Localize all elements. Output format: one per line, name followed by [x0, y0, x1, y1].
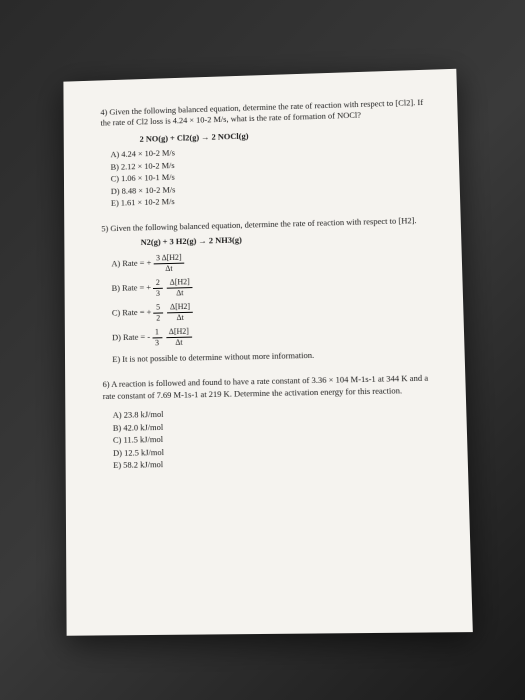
q4-choices: A) 4.24 × 10-2 M/s B) 2.12 × 10-2 M/s C)… [110, 141, 425, 210]
q5-b-label: B) Rate = + [111, 283, 151, 295]
question-4: 4) Given the following balanced equation… [100, 97, 426, 210]
q5-choice-c: C) Rate = + 5 2 Δ[H2] Δt [111, 297, 428, 323]
q5-b-cden: 3 [153, 288, 163, 297]
q5-c-cden: 2 [153, 313, 163, 322]
q5-choice-a: A) Rate = + 3 Δ[H2] Δt [111, 247, 427, 274]
q5-b-den: Δt [166, 288, 192, 297]
q5-choice-d: D) Rate = - 1 3 Δ[H2] Δt [111, 322, 429, 348]
q5-equation: N2(g) + 3 H2(g) → 2 NH3(g) [140, 230, 426, 249]
q6-prompt: 6) A reaction is followed and found to h… [102, 373, 431, 402]
q5-c-num: Δ[H2] [167, 303, 193, 313]
q5-c-label: C) Rate = + [111, 307, 151, 319]
question-5: 5) Given the following balanced equation… [101, 215, 430, 366]
q5-b-fraction: Δ[H2] Δt [166, 278, 192, 297]
q5-b-num: Δ[H2] [166, 278, 192, 288]
q5-c-cnum: 5 [153, 303, 163, 313]
q5-b-coeff: 2 3 [152, 279, 162, 298]
exam-paper: 4) Given the following balanced equation… [63, 69, 472, 636]
q5-d-cden: 3 [152, 338, 162, 347]
q6-choices: A) 23.8 kJ/mol B) 42.0 kJ/mol C) 11.5 kJ… [112, 404, 433, 471]
q5-c-den: Δt [167, 312, 193, 321]
q5-d-fraction: Δ[H2] Δt [165, 327, 191, 346]
q5-choice-e: E) It is not possible to determine witho… [112, 347, 430, 365]
q5-d-label: D) Rate = - [112, 332, 150, 344]
q5-c-coeff: 5 2 [153, 303, 163, 322]
q5-a-fraction: 3 Δ[H2] Δt [153, 253, 185, 272]
q5-d-cnum: 1 [151, 328, 161, 338]
q5-choice-b: B) Rate = + 2 3 Δ[H2] Δt [111, 272, 428, 298]
q5-a-den: Δt [153, 263, 184, 273]
q5-a-label: A) Rate = + [111, 258, 151, 270]
q5-c-fraction: Δ[H2] Δt [167, 303, 193, 322]
q5-b-cnum: 2 [152, 279, 162, 289]
q5-d-den: Δt [165, 337, 191, 346]
q4-prompt: 4) Given the following balanced equation… [100, 97, 423, 129]
q5-d-coeff: 1 3 [151, 328, 161, 347]
photo-background: 4) Given the following balanced equation… [0, 0, 525, 700]
question-6: 6) A reaction is followed and found to h… [102, 373, 433, 472]
q5-d-num: Δ[H2] [165, 327, 191, 337]
